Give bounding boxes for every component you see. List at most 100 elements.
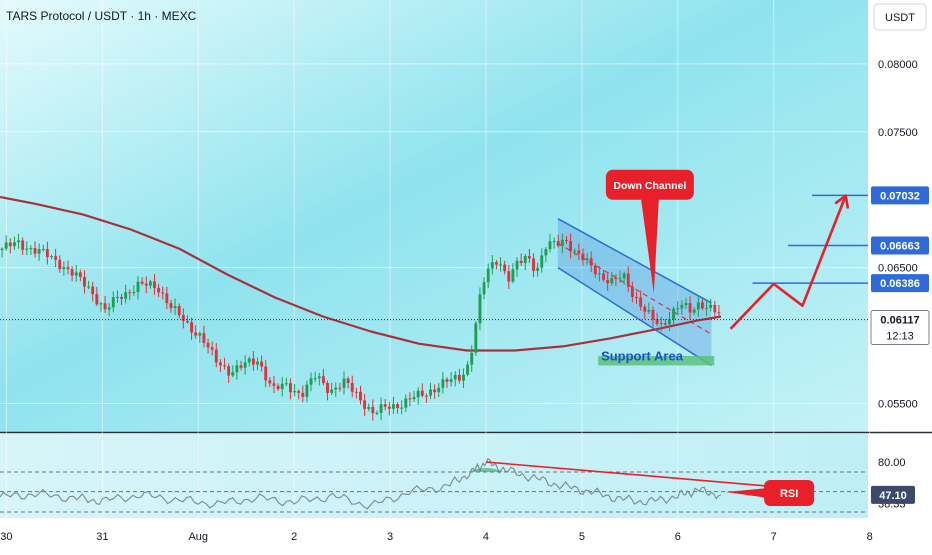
candle-body xyxy=(326,383,329,393)
candle-body xyxy=(453,374,457,380)
candle-body xyxy=(140,281,144,284)
time-tick-label: Aug xyxy=(188,531,208,543)
rsi-tick-label: 80.00 xyxy=(878,457,906,469)
candle-body xyxy=(396,404,400,409)
down-channel-upper-line xyxy=(557,218,712,304)
candle-body xyxy=(626,273,630,287)
candlestick-series xyxy=(0,233,868,421)
candle-body xyxy=(515,260,519,270)
candle-body xyxy=(490,262,494,269)
candle-body xyxy=(610,277,614,284)
candle-body xyxy=(169,303,173,309)
candle-body xyxy=(350,383,354,392)
price-scale-background xyxy=(868,0,932,518)
candle-body xyxy=(330,389,334,393)
candle-body xyxy=(247,358,251,363)
candle-body xyxy=(260,361,264,367)
candle-body xyxy=(523,256,527,264)
candle-body xyxy=(560,239,564,246)
candle-body xyxy=(115,296,119,298)
candle-body xyxy=(8,242,12,247)
time-tick-label: 31 xyxy=(96,531,108,543)
time-axis[interactable]: 30 31 Aug 2 3 4 5 6 7 8 xyxy=(0,531,872,543)
candle-body xyxy=(622,273,626,279)
candle-body xyxy=(630,286,634,297)
candle-body xyxy=(33,248,37,254)
candle-body xyxy=(462,374,465,381)
candle-body xyxy=(433,389,437,393)
candle-body xyxy=(50,256,53,258)
candle-body xyxy=(556,241,560,246)
time-tick-label: 7 xyxy=(771,531,777,543)
candle-body xyxy=(4,242,8,249)
candle-body xyxy=(144,283,148,286)
candle-body xyxy=(527,256,531,259)
time-tick-label: 6 xyxy=(675,531,681,543)
candle-body xyxy=(544,249,548,256)
candle-body xyxy=(392,404,395,409)
candle-body xyxy=(87,286,91,288)
candle-body xyxy=(153,281,156,288)
time-scale-background xyxy=(0,518,932,550)
candle-body xyxy=(565,239,568,241)
candle-body xyxy=(569,240,573,252)
price-axis[interactable]: 0.08000 0.07500 0.06500 0.05500 0.07032 0.066… xyxy=(870,59,930,511)
candle-body xyxy=(602,273,605,280)
rsi-value-label: 47.10 xyxy=(879,490,907,502)
projection-arrowhead xyxy=(834,194,850,209)
candle-body xyxy=(593,265,597,275)
candle-body xyxy=(99,303,103,305)
rsi-divergence-line xyxy=(485,461,779,488)
candle-body xyxy=(618,278,622,280)
rsi-indicator xyxy=(0,457,868,513)
candle-body xyxy=(416,390,420,398)
candle-body xyxy=(190,322,194,333)
candle-body xyxy=(614,277,618,279)
candle-body xyxy=(111,297,115,308)
candle-body xyxy=(0,248,4,250)
down-channel-lower-line xyxy=(557,266,712,367)
candle-body xyxy=(280,383,284,390)
candle-body xyxy=(132,292,136,294)
candle-body xyxy=(486,268,490,283)
candle-body xyxy=(284,383,288,385)
candle-body xyxy=(676,308,680,310)
down-channel-callout xyxy=(605,169,694,200)
candle-body xyxy=(70,269,74,276)
price-level-tag-label: 0.06386 xyxy=(880,278,920,290)
candle-body xyxy=(62,267,66,270)
candle-body xyxy=(354,391,358,393)
candle-body xyxy=(305,384,309,397)
candle-body xyxy=(536,267,540,271)
candle-body xyxy=(717,312,721,314)
current-price-tag xyxy=(870,310,930,345)
candle-body xyxy=(218,362,222,366)
rsi-overbought-fill xyxy=(468,468,504,472)
candle-body xyxy=(688,303,692,313)
candle-body xyxy=(519,260,523,264)
candle-body xyxy=(684,303,688,306)
candle-body xyxy=(25,248,29,250)
annotations: Down Channel RSI xyxy=(605,169,815,506)
candle-body xyxy=(91,286,95,295)
candle-body xyxy=(412,397,416,400)
candle-body xyxy=(482,282,486,295)
time-tick-label: 5 xyxy=(579,531,585,543)
candle-body xyxy=(663,322,667,325)
current-price-label: 0.06117 xyxy=(880,315,919,327)
candle-body xyxy=(474,323,478,353)
candle-body xyxy=(74,272,78,276)
candle-body xyxy=(573,250,577,252)
candle-body xyxy=(103,303,107,310)
candle-body xyxy=(202,333,206,343)
currency-badge[interactable]: USDT xyxy=(873,3,927,31)
currency-badge-label: USDT xyxy=(885,12,915,24)
candle-body xyxy=(107,307,111,310)
candle-body xyxy=(478,294,482,324)
candle-body xyxy=(136,281,140,293)
candle-body xyxy=(635,296,638,298)
candle-body xyxy=(651,309,655,320)
down-channel-drawing: Support Area xyxy=(557,218,715,367)
candle-body xyxy=(585,258,589,261)
candle-body xyxy=(223,365,226,367)
